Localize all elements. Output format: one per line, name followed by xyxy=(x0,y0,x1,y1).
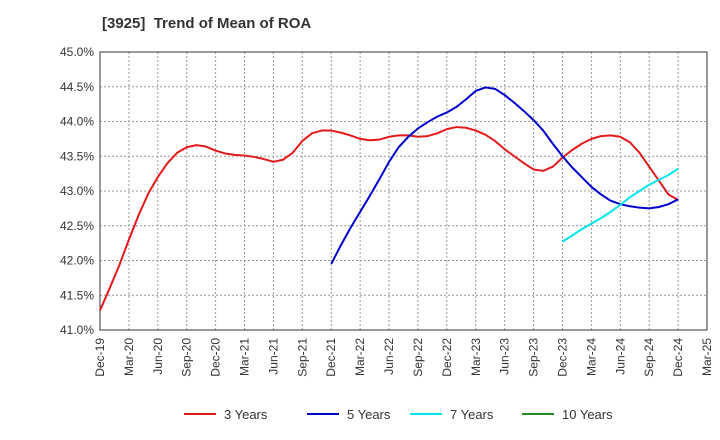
series-lines xyxy=(99,86,679,311)
y-tick-label: 42.5% xyxy=(60,219,94,233)
x-tick-label: Mar-23 xyxy=(469,338,483,376)
grid xyxy=(99,51,708,331)
x-tick-label: Dec-21 xyxy=(324,338,338,377)
legend-label: 5 Years xyxy=(347,407,391,422)
x-tick-label: Sep-23 xyxy=(527,338,541,377)
legend-label: 3 Years xyxy=(224,407,268,422)
x-tick-label: Mar-21 xyxy=(238,338,252,376)
x-tick-label: Mar-20 xyxy=(122,338,136,376)
y-tick-label: 41.0% xyxy=(60,323,94,337)
y-tick-label: 43.5% xyxy=(60,149,94,163)
plot-area xyxy=(100,52,707,330)
plot-border xyxy=(99,51,708,331)
y-tick-label: 42.0% xyxy=(60,254,94,268)
y-tick-label: 44.5% xyxy=(60,80,94,94)
y-tick-label: 43.0% xyxy=(60,184,94,198)
x-tick-label: Mar-24 xyxy=(584,338,598,376)
x-tick-label: Sep-24 xyxy=(642,338,656,377)
x-tick-label: Sep-20 xyxy=(180,338,194,377)
series-line-3-years xyxy=(99,126,679,311)
x-tick-label: Mar-22 xyxy=(353,338,367,376)
x-tick-label: Jun-23 xyxy=(498,338,512,375)
chart-title: [3925] Trend of Mean of ROA xyxy=(102,15,312,32)
y-tick-label: 45.0% xyxy=(60,45,94,59)
x-tick-label: Sep-21 xyxy=(295,338,309,377)
axes: 41.0% 41.5% 42.0% 42.5% 43.0% 43.5% 44.0% 44.5%… xyxy=(60,45,714,377)
x-tick-label: Jun-24 xyxy=(613,338,627,375)
y-tick-label: 44.0% xyxy=(60,115,94,129)
x-tick-label: Dec-23 xyxy=(555,338,569,377)
x-tick-label: Jun-22 xyxy=(382,338,396,375)
legend-label: 7 Years xyxy=(450,407,494,422)
x-tick-label: Jun-20 xyxy=(151,338,165,375)
y-tick-label: 41.5% xyxy=(60,288,94,302)
legend-label: 10 Years xyxy=(562,407,613,422)
x-tick-label: Jun-21 xyxy=(266,338,280,375)
x-tick-label: Mar-25 xyxy=(700,338,714,376)
series-line-7-years xyxy=(561,167,679,243)
x-tick-label: Dec-22 xyxy=(440,338,454,377)
x-tick-label: Dec-24 xyxy=(671,338,685,377)
x-tick-label: Sep-22 xyxy=(411,338,425,377)
x-tick-label: Dec-19 xyxy=(93,338,107,377)
legend: 3 Years 5 Years 7 Years 10 Years xyxy=(184,407,613,422)
x-tick-label: Dec-20 xyxy=(209,338,223,377)
